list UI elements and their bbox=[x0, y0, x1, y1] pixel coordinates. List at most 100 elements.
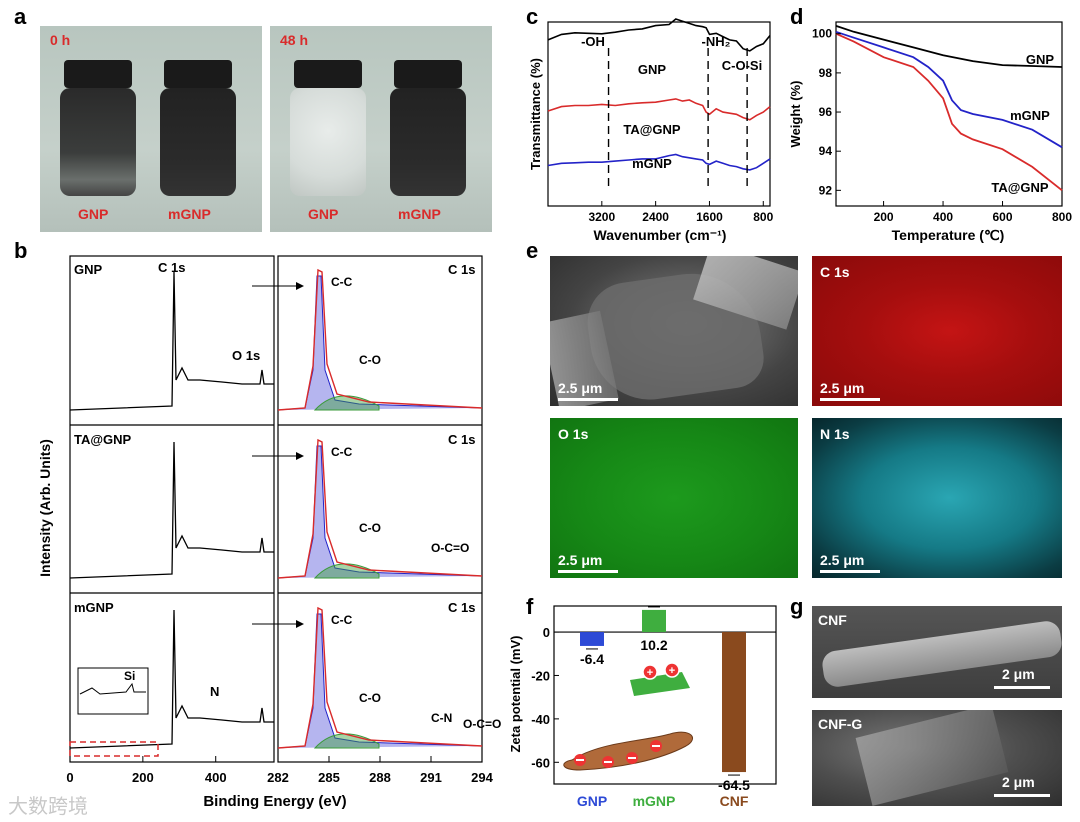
xps-envelope bbox=[277, 438, 483, 579]
sem-label-cnf: CNF bbox=[818, 612, 847, 628]
zeta-value-label: -6.4 bbox=[580, 651, 604, 667]
ftir-plot: GNP TA@GNP mGNP -OH -NH₂ C-O-Si 3200 2400 1600 80… bbox=[547, 18, 774, 224]
tga-x-tick-label: 600 bbox=[993, 210, 1013, 224]
sem-image: 2.5 μm bbox=[550, 256, 798, 406]
vial-label-gnp: GNP bbox=[78, 206, 109, 222]
mgnp-sheet-illustration: + + bbox=[630, 662, 690, 696]
xps-sample-label: GNP bbox=[74, 262, 103, 277]
vial-photo-0h: 0 h GNP mGNP bbox=[40, 26, 262, 232]
plus-icon: + bbox=[669, 665, 675, 677]
ftir-marker-label: -NH₂ bbox=[702, 34, 731, 49]
plus-icon: + bbox=[647, 667, 653, 679]
eds-map-n: N 1s 2.5 μm bbox=[812, 418, 1062, 578]
xps-sample-label: TA@GNP bbox=[74, 432, 132, 447]
xps-sample-label: mGNP bbox=[74, 600, 114, 615]
xps-co-peak bbox=[313, 395, 380, 411]
ftir-marker-label: -OH bbox=[581, 34, 605, 49]
xps-survey-frame bbox=[69, 255, 275, 763]
xps-x-tick-label: 400 bbox=[205, 770, 227, 785]
xps-survey-label: Si bbox=[124, 669, 135, 683]
zeta-y-tick-label: -40 bbox=[531, 712, 550, 727]
sem-cnf-g: CNF-G 2 μm bbox=[812, 710, 1062, 806]
xps-peak-label: C-O bbox=[359, 691, 381, 705]
xps-inset-line bbox=[79, 682, 146, 695]
zeta-category-label: GNP bbox=[577, 793, 607, 809]
ftir-ylabel: Transmittance (%) bbox=[528, 58, 543, 170]
xps-x-tick-label: 291 bbox=[420, 770, 442, 785]
xps-peak-label: O-C=O bbox=[431, 541, 469, 555]
xps-survey-label: C 1s bbox=[158, 260, 185, 275]
zeta-y-tick-label: -60 bbox=[531, 755, 550, 770]
zeta-category-label: CNF bbox=[720, 793, 749, 809]
map-label-c: C 1s bbox=[820, 264, 850, 280]
tga-frame bbox=[835, 21, 1063, 207]
ftir-frame bbox=[547, 21, 771, 207]
time-label: 48 h bbox=[280, 32, 309, 48]
panel-label-a: a bbox=[14, 4, 27, 29]
panel-label-d: d bbox=[790, 4, 804, 29]
tga-series-label: mGNP bbox=[1010, 108, 1050, 123]
xps-zoom-box bbox=[69, 741, 159, 757]
map-label-n: N 1s bbox=[820, 426, 850, 442]
xps-survey-line bbox=[69, 271, 274, 411]
xps-x-tick-label: 0 bbox=[66, 770, 73, 785]
scale-label: 2.5 μm bbox=[820, 380, 865, 396]
vial-mgnp-48h bbox=[390, 88, 466, 196]
xps-hr-title: C 1s bbox=[448, 600, 475, 615]
xps-inset-frame bbox=[77, 667, 149, 715]
xps-envelope bbox=[277, 606, 483, 749]
ftir-x-tick-label: 800 bbox=[753, 210, 773, 224]
panel-label-c: c bbox=[526, 4, 539, 29]
vial-cap bbox=[64, 60, 132, 88]
eds-map-o: O 1s 2.5 μm bbox=[550, 418, 798, 578]
eds-map-c: C 1s 2.5 μm bbox=[812, 256, 1062, 406]
xps-peak-label: C-N bbox=[431, 711, 452, 725]
ftir-x-tick-label: 3200 bbox=[588, 210, 615, 224]
xps-plots: GNP C 1s C-C C-O C 1s O 1s TA@GNP C 1s C-C C-O O-C… bbox=[66, 255, 501, 785]
tga-x-tick-label: 400 bbox=[933, 210, 953, 224]
vial-gnp-0h bbox=[60, 88, 136, 196]
xps-hr-title: C 1s bbox=[448, 262, 475, 277]
scale-label: 2.5 μm bbox=[558, 380, 603, 396]
scale-label: 2.5 μm bbox=[558, 552, 603, 568]
xps-envelope bbox=[277, 268, 483, 411]
panel-label-e: e bbox=[526, 238, 539, 263]
ftir-marker-label: C-O-Si bbox=[722, 58, 762, 73]
tga-plot: GNP mGNP TA@GNP 200 400 600 800 92 94 96 98 100 bbox=[812, 25, 1072, 224]
scale-bar bbox=[994, 686, 1050, 689]
zeta-bar bbox=[642, 609, 666, 633]
xps-peak-label: O-C=O bbox=[463, 717, 501, 731]
tga-x-tick-label: 200 bbox=[874, 210, 894, 224]
sem-cnf: CNF 2 μm bbox=[812, 606, 1062, 698]
zeta-bar bbox=[580, 632, 604, 646]
xps-co-peak bbox=[313, 733, 380, 749]
xps-peak-label: C-C bbox=[331, 275, 353, 289]
tga-y-tick-label: 94 bbox=[819, 144, 833, 158]
tga-y-tick-label: 92 bbox=[819, 183, 833, 197]
vial-cap bbox=[394, 60, 462, 88]
zeta-value-label: -64.5 bbox=[718, 777, 750, 793]
vial-cap bbox=[294, 60, 362, 88]
ftir-x-tick-label: 2400 bbox=[642, 210, 669, 224]
tga-series-label: GNP bbox=[1026, 52, 1055, 67]
vial-photo-48h: 48 h GNP mGNP bbox=[270, 26, 492, 232]
minus-icon bbox=[574, 740, 662, 768]
tga-ylabel: Weight (%) bbox=[788, 81, 803, 148]
scale-bar bbox=[558, 570, 618, 573]
xps-x-tick-label: 200 bbox=[132, 770, 154, 785]
xps-survey-label: O 1s bbox=[232, 348, 260, 363]
scale-bar bbox=[820, 570, 880, 573]
xps-peak-label: C-O bbox=[359, 353, 381, 367]
tga-series-line bbox=[835, 30, 1063, 149]
ftir-series-line bbox=[547, 18, 771, 52]
xps-x-tick-label: 282 bbox=[267, 770, 289, 785]
xps-x-tick-label: 285 bbox=[318, 770, 340, 785]
scale-bar bbox=[994, 794, 1050, 797]
tga-xlabel: Temperature (℃) bbox=[892, 227, 1005, 243]
scale-label: 2.5 μm bbox=[820, 552, 865, 568]
sem-label-cnf-g: CNF-G bbox=[818, 716, 863, 732]
xps-co-peak bbox=[313, 563, 380, 579]
vial-label-mgnp: mGNP bbox=[398, 206, 441, 222]
